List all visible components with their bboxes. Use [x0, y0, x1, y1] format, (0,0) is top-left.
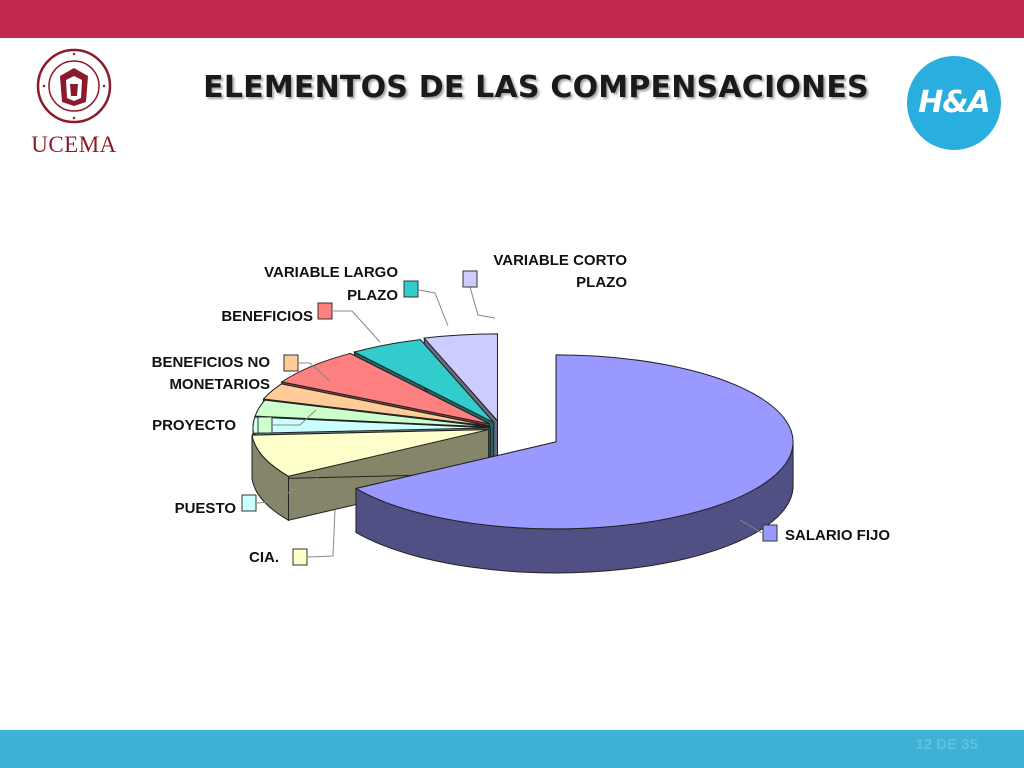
label-cia: CIA.	[249, 549, 279, 566]
ucema-seal-icon	[36, 48, 112, 124]
label-variable-corto-plazo-line-1: VARIABLE CORTO	[493, 252, 627, 269]
leader-line-beneficios-no-monetarios	[299, 362, 331, 382]
slide-title: ELEMENTOS DE LAS COMPENSACIONES	[203, 70, 869, 105]
leader-line-puesto	[256, 477, 319, 504]
ucema-logo: UCEMA	[22, 46, 126, 164]
leader-line-cia	[307, 509, 336, 558]
ha-logo-text: H&A	[918, 85, 991, 120]
label-puesto: PUESTO	[175, 500, 237, 517]
label-beneficios: BENEFICIOS	[221, 308, 313, 325]
label-salario-fijo: SALARIO FIJO	[785, 527, 890, 544]
swatch-beneficios	[317, 302, 333, 320]
ha-logo: H&A	[907, 56, 1001, 150]
swatch-salario-fijo	[762, 524, 778, 542]
label-proyecto: PROYECTO	[152, 417, 236, 434]
label-beneficios-no-monetarios-line-2: MONETARIOS	[169, 376, 270, 393]
swatch-cia	[292, 548, 308, 566]
swatch-variable-largo-plazo	[403, 280, 419, 298]
label-variable-corto-plazo-line-2: PLAZO	[576, 274, 627, 291]
leader-line-salario-fijo	[739, 519, 763, 534]
label-variable-largo-plazo-line-2: PLAZO	[347, 287, 398, 304]
top-bar	[0, 0, 1024, 38]
label-beneficios-no-monetarios-line-1: BENEFICIOS NO	[152, 354, 271, 371]
swatch-puesto	[241, 494, 257, 512]
pie-slice-salario-fijo	[354, 354, 794, 574]
swatch-proyecto	[257, 416, 273, 434]
leader-line-proyecto	[273, 409, 317, 426]
leader-line-variable-largo-plazo	[418, 289, 449, 327]
pie-slice-cia	[251, 429, 490, 522]
swatch-variable-corto-plazo	[462, 270, 478, 288]
ucema-wordmark: UCEMA	[31, 132, 117, 157]
leader-line-variable-corto-plazo	[469, 286, 496, 319]
leader-line-beneficios	[333, 310, 381, 343]
bottom-bar: 12 DE 35	[0, 730, 1024, 768]
label-variable-largo-plazo-line-1: VARIABLE LARGO	[264, 264, 398, 281]
swatch-beneficios-no-monetarios	[283, 354, 299, 372]
page-number: 12 DE 35	[915, 736, 978, 753]
